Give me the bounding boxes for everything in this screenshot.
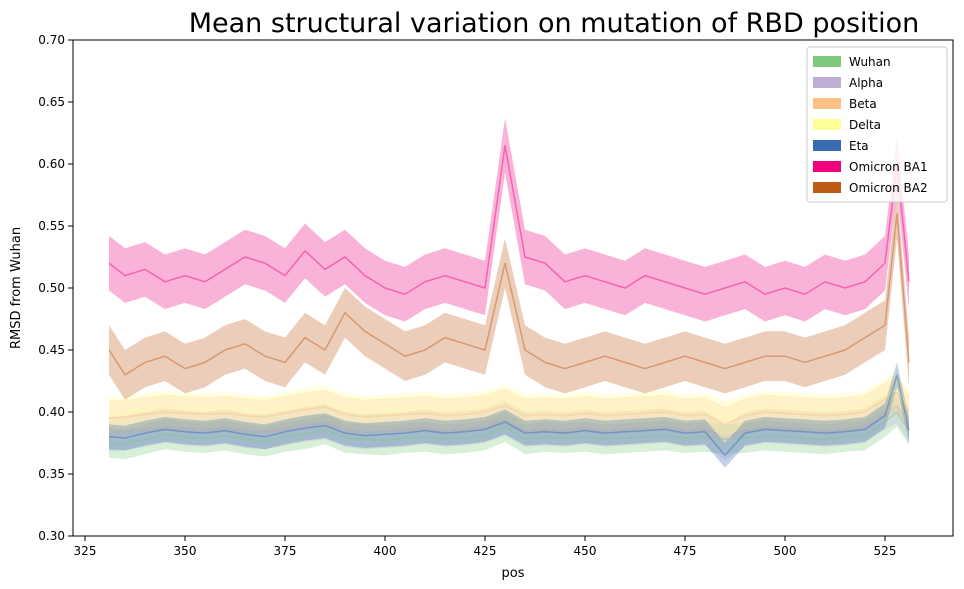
line-omicron-ba1 — [108, 145, 910, 296]
y-tick-label: 0.45 — [38, 343, 65, 357]
x-tick-label: 525 — [874, 544, 897, 558]
legend-label-alpha: Alpha — [849, 76, 883, 90]
legend-swatch-omicron-ba2 — [813, 182, 841, 193]
y-tick-label: 0.50 — [38, 281, 65, 295]
chart-title: Mean structural variation on mutation of… — [189, 8, 920, 39]
x-tick-label: 325 — [74, 544, 97, 558]
line-wuhan — [108, 410, 910, 445]
legend-label-beta: Beta — [849, 97, 877, 111]
x-tick-label: 450 — [574, 544, 597, 558]
x-tick-label: 350 — [174, 544, 197, 558]
y-tick-label: 0.55 — [38, 219, 65, 233]
series-bands — [109, 118, 909, 468]
y-tick-label: 0.70 — [38, 33, 65, 47]
x-tick-label: 425 — [474, 544, 497, 558]
legend-label-eta: Eta — [849, 139, 869, 153]
legend-frame — [806, 46, 948, 203]
band-beta — [109, 376, 909, 442]
y-axis-label: RMSD from Wuhan — [9, 227, 24, 349]
legend-swatch-wuhan — [813, 56, 841, 67]
legend: Wuhan Alpha Beta Delta Eta Omicron BA1 Omicron… — [806, 46, 948, 203]
legend-swatch-eta — [813, 140, 841, 151]
line-omicron-ba2 — [108, 213, 910, 376]
line-alpha — [108, 404, 910, 444]
legend-label-omicron-ba1: Omicron BA1 — [849, 160, 928, 174]
x-tick-label: 375 — [274, 544, 297, 558]
x-tick-label: 475 — [674, 544, 697, 558]
legend-label-wuhan: Wuhan — [849, 55, 891, 69]
legend-label-omicron-ba2: Omicron BA2 — [849, 181, 928, 195]
legend-swatch-beta — [813, 98, 841, 109]
y-tick-label: 0.65 — [38, 95, 65, 109]
x-tick-label: 500 — [774, 544, 797, 558]
band-alpha — [109, 388, 909, 461]
y-tick-label: 0.35 — [38, 467, 65, 481]
line-eta — [108, 374, 910, 457]
y-tick-label: 0.60 — [38, 157, 65, 171]
x-axis-ticks: 325 350 375 400 425 450 475 500 525 — [74, 536, 897, 558]
legend-swatch-alpha — [813, 77, 841, 88]
line-beta — [108, 392, 910, 426]
x-tick-label: 400 — [374, 544, 397, 558]
legend-label-delta: Delta — [849, 118, 881, 132]
band-omicron-ba2 — [109, 188, 909, 400]
band-delta — [109, 372, 909, 436]
series-lines — [108, 145, 910, 457]
band-eta — [109, 362, 909, 468]
y-axis-ticks: 0.30 0.35 0.40 0.45 0.50 0.55 0.60 0.65 0.70 — [38, 33, 73, 543]
x-axis-label: pos — [502, 566, 525, 581]
band-wuhan — [109, 397, 909, 460]
y-tick-label: 0.40 — [38, 405, 65, 419]
y-tick-label: 0.30 — [38, 529, 65, 543]
line-delta — [108, 388, 910, 419]
legend-swatch-omicron-ba1 — [813, 161, 841, 172]
legend-swatch-delta — [813, 119, 841, 130]
band-omicron-ba1 — [109, 118, 909, 322]
